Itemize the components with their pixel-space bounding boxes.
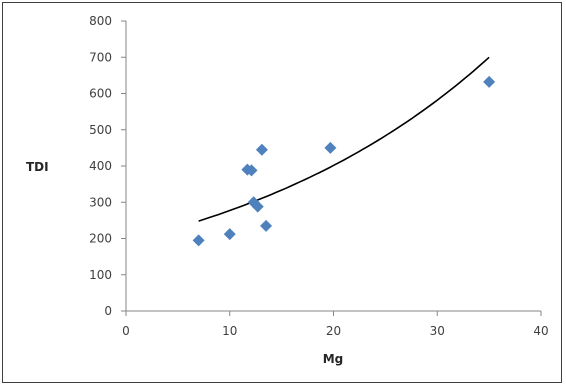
data-point bbox=[245, 164, 258, 177]
x-tick-label: 30 bbox=[430, 324, 445, 338]
y-tick-label: 300 bbox=[89, 195, 112, 209]
data-point bbox=[192, 234, 205, 247]
trendline bbox=[198, 56, 490, 222]
data-point bbox=[251, 200, 264, 213]
y-axis-title: TDI bbox=[26, 160, 49, 174]
data-point bbox=[255, 143, 268, 156]
y-tick-label: 400 bbox=[89, 159, 112, 173]
y-tick-label: 100 bbox=[89, 268, 112, 282]
x-tick-labels: 0 10 20 30 40 bbox=[122, 311, 549, 338]
y-tick-labels: 0 100 200 300 400 500 600 700 800 bbox=[89, 14, 126, 318]
x-tick-label: 10 bbox=[222, 324, 237, 338]
x-tick-label: 0 bbox=[122, 324, 130, 338]
y-tick-label: 800 bbox=[89, 14, 112, 28]
trendline-group bbox=[198, 56, 490, 222]
y-tick-label: 0 bbox=[104, 304, 112, 318]
y-tick-label: 200 bbox=[89, 232, 112, 246]
x-tick-label: 40 bbox=[533, 324, 548, 338]
x-tick-label: 20 bbox=[326, 324, 341, 338]
data-point bbox=[260, 219, 273, 232]
x-axis-title: Mg bbox=[323, 352, 344, 366]
data-point bbox=[483, 75, 496, 88]
data-points bbox=[192, 75, 496, 247]
y-tick-label: 600 bbox=[89, 87, 112, 101]
chart-frame: 0 100 200 300 400 500 600 700 800 0 10 20 30 40 TDI … bbox=[2, 2, 562, 383]
y-tick-label: 700 bbox=[89, 50, 112, 64]
y-tick-label: 500 bbox=[89, 123, 112, 137]
data-point bbox=[223, 228, 236, 241]
data-point bbox=[324, 141, 337, 154]
